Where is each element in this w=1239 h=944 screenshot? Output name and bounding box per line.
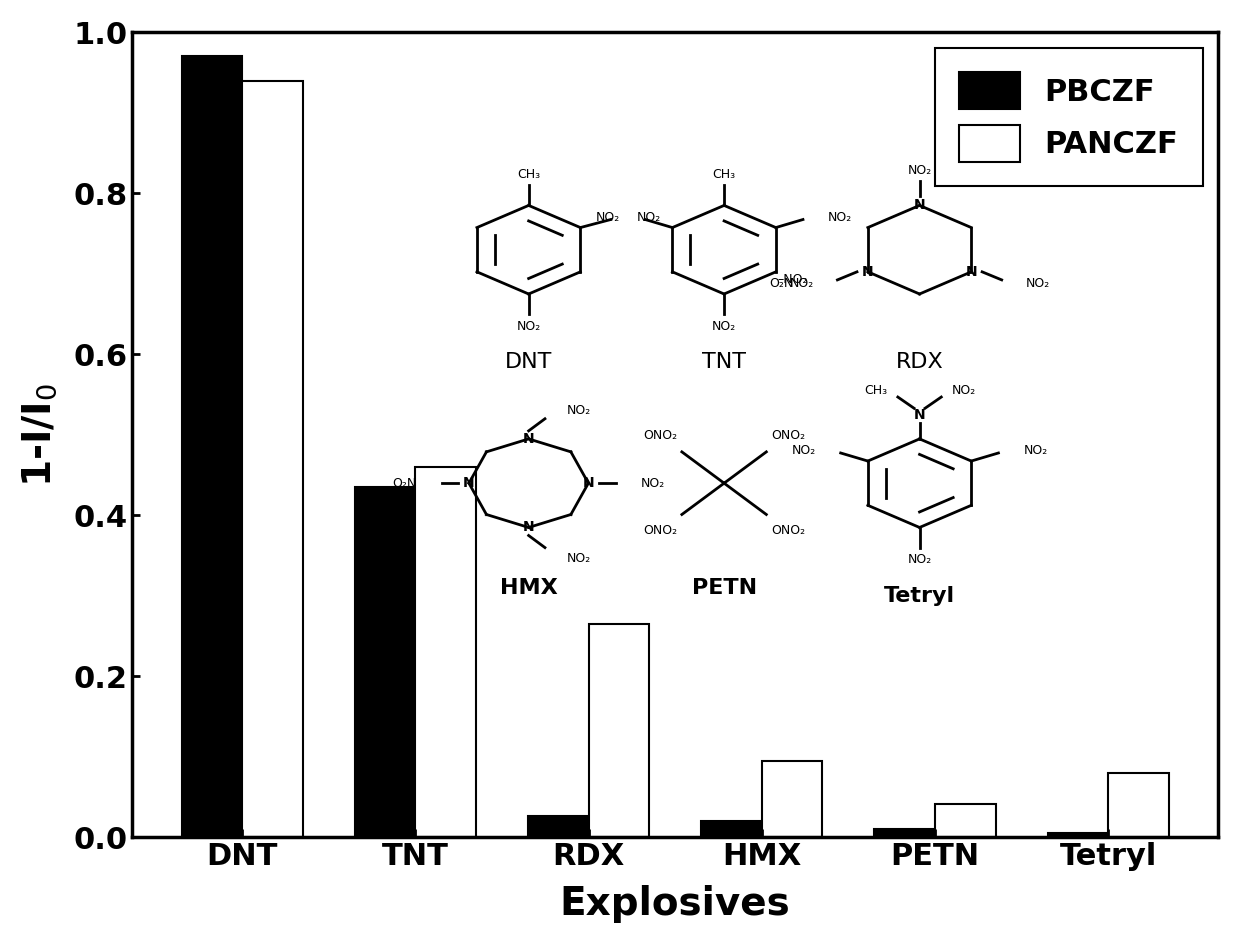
Text: NO₂: NO₂ [641, 477, 665, 490]
Text: NO₂: NO₂ [637, 211, 662, 224]
Text: NO₂: NO₂ [1023, 444, 1048, 457]
Text: N: N [965, 265, 978, 278]
Bar [875, 830, 935, 837]
Text: CH₃: CH₃ [712, 168, 736, 181]
Text: RDX: RDX [896, 352, 943, 373]
Text: NO₂: NO₂ [907, 163, 932, 177]
Text: ONO₂: ONO₂ [643, 430, 678, 443]
Text: NO₂: NO₂ [566, 404, 591, 417]
Text: N: N [463, 476, 475, 490]
Text: HMX: HMX [499, 578, 558, 598]
Text: ONO₂: ONO₂ [771, 430, 805, 443]
Text: O₂N: O₂N [393, 477, 416, 490]
Text: NO₂: NO₂ [596, 211, 621, 224]
Text: CH₃: CH₃ [864, 384, 887, 397]
Text: ONO₂: ONO₂ [643, 524, 678, 537]
Text: TNT: TNT [703, 352, 746, 373]
Text: NO₂: NO₂ [517, 320, 540, 332]
Text: NO₂: NO₂ [566, 551, 591, 565]
Bar [935, 803, 996, 837]
Bar [528, 816, 589, 837]
Text: N: N [862, 265, 873, 278]
X-axis label: Explosives: Explosives [560, 885, 790, 923]
Bar [762, 761, 823, 837]
Text: NO₂: NO₂ [712, 320, 736, 332]
Y-axis label: 1-I/I$_0$: 1-I/I$_0$ [21, 382, 59, 487]
Text: O₂N: O₂N [769, 278, 794, 291]
Text: Tetryl: Tetryl [883, 586, 955, 606]
Text: NO₂: NO₂ [828, 211, 852, 224]
Text: NO₂: NO₂ [789, 278, 814, 291]
Legend: PBCZF, PANCZF: PBCZF, PANCZF [934, 47, 1203, 186]
Text: ONO₂: ONO₂ [771, 524, 805, 537]
Text: N: N [523, 432, 534, 446]
Bar [415, 467, 476, 837]
Bar [589, 624, 649, 837]
Text: NO₂: NO₂ [907, 553, 932, 566]
Text: NO₂: NO₂ [1026, 278, 1049, 291]
Text: N: N [913, 198, 926, 212]
Bar [1048, 834, 1108, 837]
Text: –NO₂: –NO₂ [778, 274, 808, 286]
Text: DNT: DNT [506, 352, 553, 373]
Text: N: N [582, 476, 595, 490]
Text: NO₂: NO₂ [792, 444, 815, 457]
Text: CH₃: CH₃ [517, 168, 540, 181]
Text: PETN: PETN [691, 578, 757, 598]
Bar [182, 57, 243, 837]
Bar [701, 821, 762, 837]
Text: NO₂: NO₂ [952, 384, 976, 397]
Text: N: N [913, 408, 926, 422]
Bar [1108, 773, 1168, 837]
Text: N: N [523, 520, 534, 534]
Bar [243, 80, 302, 837]
Bar [354, 487, 415, 837]
